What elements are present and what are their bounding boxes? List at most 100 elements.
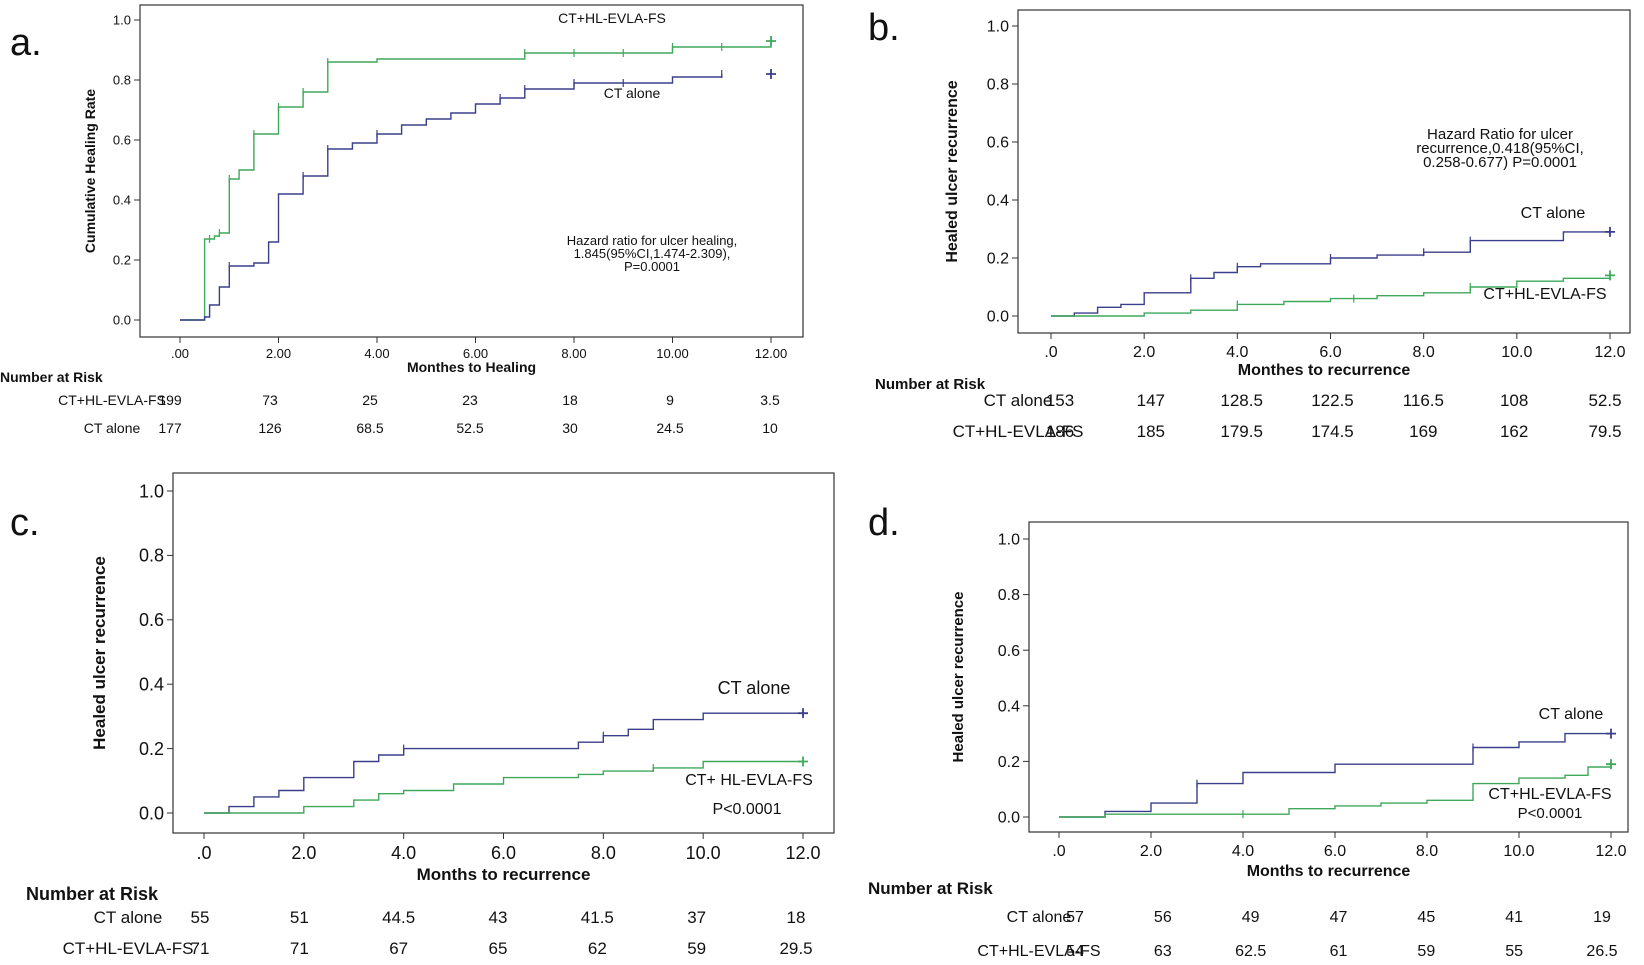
x-tick-label: 10.00	[656, 346, 689, 361]
risk-value: 68.5	[356, 420, 383, 436]
y-axis-title: Healed ulcer recurrence	[950, 592, 967, 763]
series-label: CT+HL-EVLA-FS	[1483, 286, 1606, 303]
risk-value: 45	[1417, 909, 1435, 926]
risk-value: 52.5	[1588, 391, 1621, 410]
censor-mark	[1605, 270, 1615, 281]
risk-value: 65	[489, 939, 508, 958]
y-tick-label: 1.0	[113, 13, 131, 28]
risk-value: 10	[762, 420, 778, 436]
x-tick-label: 2.0	[291, 843, 316, 863]
y-tick-label: 1.0	[998, 532, 1020, 549]
series-label: CT+HL-EVLA-FS	[558, 10, 666, 26]
risk-value: 24.5	[656, 420, 683, 436]
risk-value: 186	[1046, 422, 1074, 441]
y-tick-label: 0.4	[998, 698, 1020, 715]
x-tick-label: 6.0	[1319, 344, 1341, 361]
risk-value: 71	[191, 939, 210, 958]
risk-table-title: Number at Risk	[868, 879, 993, 898]
risk-value: 49	[1242, 909, 1260, 926]
series-line	[204, 712, 803, 814]
x-axis-title: Monthes to Healing	[407, 359, 536, 375]
series-line	[1051, 231, 1610, 317]
risk-value: 62	[588, 939, 607, 958]
risk-table-title: Number at Risk	[0, 369, 103, 385]
x-tick-label: 10.0	[686, 843, 721, 863]
risk-value: 128.5	[1220, 391, 1263, 410]
y-tick-label: 0.4	[139, 675, 164, 695]
censor-mark	[798, 756, 808, 767]
risk-value: 71	[290, 939, 309, 958]
series-label: CT+HL-EVLA-FS	[1488, 786, 1611, 803]
annotation-text: P=0.0001	[624, 259, 680, 274]
plot-frame	[1028, 521, 1629, 833]
x-axis-title: Months to recurrence	[1247, 863, 1411, 880]
series-line	[1051, 275, 1611, 317]
y-tick-label: 0.2	[998, 754, 1020, 771]
x-tick-label: 12.0	[1595, 843, 1626, 860]
risk-value: 169	[1409, 422, 1437, 441]
risk-row-label: CT+HL-EVLA-FS	[977, 943, 1100, 960]
y-tick-label: 0.6	[139, 610, 164, 630]
y-tick-label: 1.0	[139, 481, 164, 501]
risk-value: 56	[1154, 909, 1172, 926]
risk-value: 18	[787, 908, 806, 927]
censor-mark	[798, 708, 808, 719]
censor-mark	[1606, 728, 1616, 739]
x-axis-title: Months to recurrence	[417, 865, 591, 884]
x-tick-label: 6.00	[463, 346, 488, 361]
series-label: CT alone	[718, 678, 791, 698]
risk-value: 126	[258, 420, 282, 436]
x-tick-label: 12.0	[1594, 344, 1625, 361]
risk-row-label: CT alone	[984, 391, 1053, 410]
x-axis-title: Monthes to recurrence	[1238, 362, 1411, 379]
risk-row-label: CT alone	[84, 420, 141, 436]
risk-value: 51	[290, 908, 309, 927]
y-tick-label: 0.2	[139, 739, 164, 759]
x-tick-label: 4.0	[1226, 344, 1248, 361]
risk-value: 25	[362, 392, 378, 408]
panel-label: b.	[868, 7, 900, 49]
risk-value: 73	[262, 392, 278, 408]
panel-label: c.	[10, 502, 40, 544]
risk-value: 26.5	[1586, 943, 1617, 960]
x-tick-label: .00	[171, 346, 189, 361]
series-label: CT+ HL-EVLA-FS	[685, 772, 813, 789]
censor-mark	[1605, 226, 1615, 237]
risk-value: 79.5	[1588, 422, 1621, 441]
annotation-text: 1.845(95%CI,1.474-2.309),	[574, 246, 731, 261]
risk-value: 162	[1500, 422, 1528, 441]
censor-mark	[1606, 759, 1616, 770]
risk-value: 55	[1505, 943, 1523, 960]
y-tick-label: 1.0	[987, 19, 1009, 36]
plot-frame	[139, 4, 804, 338]
risk-value: 30	[562, 420, 578, 436]
y-tick-label: 0.6	[987, 135, 1009, 152]
risk-value: 54	[1066, 943, 1084, 960]
risk-value: 55	[191, 908, 210, 927]
y-tick-label: 0.0	[998, 810, 1020, 827]
x-tick-label: 6.0	[491, 843, 516, 863]
panel-b: b. 0.0 0.2 0.4 0.6 0.8 1.0 .0 2.0 4.0 6.0 8.0 10.0 12…	[868, 7, 1631, 441]
series-label: CT alone	[1539, 706, 1604, 723]
risk-row-label: CT alone	[94, 908, 163, 927]
risk-value: 63	[1154, 943, 1172, 960]
y-axis-title: Healed ulcer recurrence	[944, 80, 961, 262]
risk-value: 177	[158, 420, 182, 436]
y-tick-label: 0.8	[139, 546, 164, 566]
risk-value: 41	[1505, 909, 1523, 926]
series-line	[1059, 764, 1612, 818]
x-tick-label: 8.00	[561, 346, 586, 361]
y-tick-label: 0.2	[987, 251, 1009, 268]
risk-value: 47	[1330, 909, 1348, 926]
x-tick-label: 4.0	[391, 843, 416, 863]
risk-value: 185	[1137, 422, 1165, 441]
risk-value: 9	[666, 392, 674, 408]
risk-value: 147	[1137, 391, 1165, 410]
risk-value: 108	[1500, 391, 1528, 410]
risk-value: 174.5	[1311, 422, 1354, 441]
plot-frame	[1017, 9, 1631, 334]
x-tick-label: .0	[1052, 843, 1065, 860]
x-tick-label: 10.0	[1501, 344, 1532, 361]
risk-row-label: CT+HL-EVLA-FS	[953, 422, 1084, 441]
x-tick-label: 10.0	[1503, 843, 1534, 860]
